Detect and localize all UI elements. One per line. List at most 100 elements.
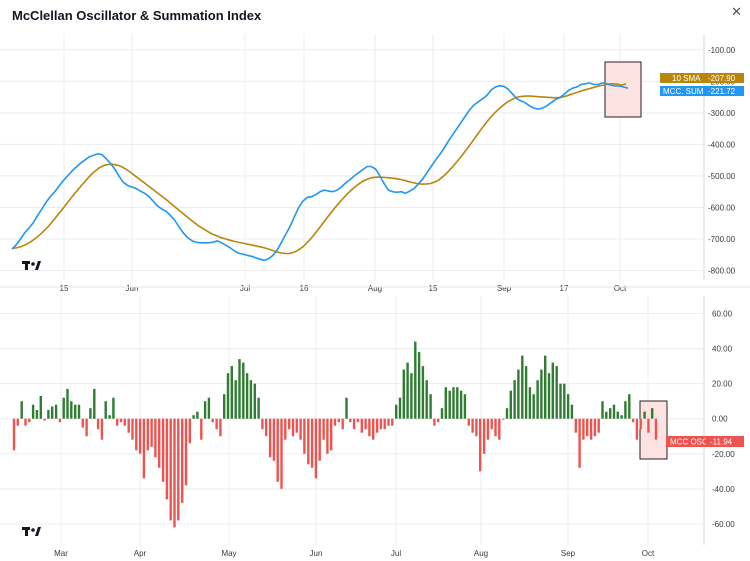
oscillator-bar (257, 397, 260, 419)
oscillator-bar (123, 418, 126, 426)
oscillator-bar (314, 418, 318, 479)
legend-tag-10-sma: 10 SMA -207.90 (660, 73, 744, 83)
oscillator-bar (154, 418, 157, 458)
x-tick-label: Sep (561, 549, 576, 558)
oscillator-bar (261, 418, 264, 430)
y-tick-label: 40.00 (712, 345, 733, 354)
oscillator-bar (486, 418, 490, 440)
oscillator-bar (51, 406, 54, 419)
oscillator-bar (62, 397, 65, 419)
oscillator-bar (200, 418, 203, 440)
oscillator-bar (245, 373, 249, 419)
oscillator-bar (215, 418, 218, 430)
oscillator-bar (161, 418, 165, 482)
oscillator-bar (521, 355, 524, 419)
oscillator-bar (605, 411, 608, 419)
close-icon[interactable]: ✕ (731, 4, 742, 19)
x-tick-label: Oct (614, 284, 627, 293)
oscillator-bar (628, 394, 631, 419)
oscillator-bar (276, 418, 279, 482)
oscillator-highlight-box (639, 400, 668, 460)
oscillator-bar (16, 418, 19, 426)
oscillator-bar (620, 415, 623, 419)
oscillator-bar (532, 394, 535, 419)
oscillator-bar (563, 383, 566, 419)
oscillator-bar (35, 410, 39, 419)
oscillator-bar (291, 418, 295, 437)
oscillator-bar (89, 408, 92, 419)
oscillator-bar (211, 418, 214, 423)
oscillator-bar (158, 418, 161, 468)
x-tick-label: Jul (240, 284, 250, 293)
oscillator-bar (456, 387, 459, 419)
oscillator-bar (85, 418, 88, 437)
legend-label-mcc-osc: MCC OSC (670, 438, 708, 447)
oscillator-bar (379, 418, 383, 430)
y-tick-label: -600.00 (708, 203, 736, 212)
oscillator-bar (635, 418, 639, 440)
x-tick-label: Sep (497, 284, 512, 293)
oscillator-bar (387, 418, 390, 426)
oscillator-bar (559, 383, 562, 419)
x-tick-label: 15 (429, 284, 438, 293)
x-tick-label: Mar (54, 549, 68, 558)
oscillator-bar (425, 380, 428, 419)
oscillator-bar (169, 418, 172, 521)
oscillator-bar (47, 410, 50, 419)
oscillator-bar (395, 404, 398, 419)
oscillator-bar (288, 418, 291, 430)
oscillator-bar (119, 418, 123, 423)
oscillator-bar (131, 418, 134, 440)
x-tick-label: Jun (126, 284, 139, 293)
oscillator-bar (58, 418, 62, 423)
oscillator-bar (402, 369, 405, 419)
summation-panel-grid (0, 34, 704, 280)
oscillator-bar (310, 418, 314, 468)
y-tick-label: -300.00 (708, 109, 736, 118)
oscillator-bar (146, 418, 149, 451)
oscillator-bar (333, 418, 337, 426)
oscillator-bar (475, 418, 478, 437)
legend-label-mcc-sum: MCC. SUM (663, 87, 704, 96)
oscillator-bar (341, 418, 344, 430)
oscillator-bar (142, 418, 146, 479)
legend-tag-mcc-sum: MCC. SUM -221.72 (660, 86, 744, 96)
oscillator-bar (127, 418, 130, 433)
oscillator-bar (631, 418, 635, 423)
series-line-mcc-sum (11, 82, 629, 262)
oscillator-bar (230, 366, 233, 419)
oscillator-bar (593, 418, 597, 437)
oscillator-bar (375, 418, 379, 433)
oscillator-bar (330, 418, 333, 451)
oscillator-bar (582, 418, 585, 440)
oscillator-bar (360, 418, 363, 433)
oscillator-bar (452, 387, 455, 419)
x-tick-label: Oct (642, 549, 655, 558)
x-tick-label: 15 (60, 284, 69, 293)
oscillator-bar (490, 418, 493, 430)
oscillator-bar (647, 418, 650, 433)
x-tick-label: 17 (560, 284, 569, 293)
legend-label-10-sma: 10 SMA (672, 74, 701, 83)
oscillator-bar (570, 404, 574, 419)
oscillator-bar (463, 394, 467, 419)
x-tick-label: Apr (134, 549, 147, 558)
oscillator-bar (414, 341, 417, 419)
oscillator-bar (372, 418, 375, 440)
oscillator-bar (295, 418, 298, 433)
oscillator-bar (268, 418, 272, 458)
oscillator-bar (555, 366, 558, 419)
y-tick-label: -60.00 (712, 520, 735, 529)
y-tick-label: -500.00 (708, 172, 736, 181)
oscillator-bar (74, 404, 77, 419)
oscillator-bar (70, 401, 73, 419)
oscillator-y-axis: 60.00 40.00 20.00 0.00 -20.00 -40.00 -60.00 (712, 310, 735, 529)
value-label-mcc-sum: -221.72 (708, 87, 736, 96)
oscillator-bar (498, 418, 501, 440)
oscillator-bar (494, 418, 497, 437)
oscillator-bar (173, 418, 176, 528)
y-tick-label: 20.00 (712, 380, 733, 389)
oscillator-bar (20, 401, 23, 419)
oscillator-bar (138, 418, 142, 454)
oscillator-bar (651, 408, 654, 419)
